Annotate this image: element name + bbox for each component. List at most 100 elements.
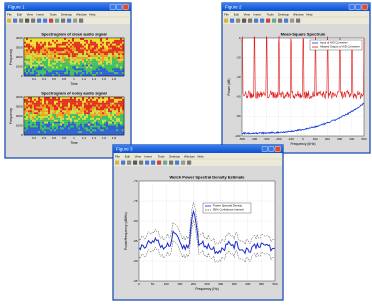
spectrogram-cell [52, 61, 54, 63]
spectrogram-cell [88, 99, 90, 101]
spectrogram-cell [116, 114, 118, 116]
toolbar-icon[interactable] [67, 19, 71, 23]
toolbar-icon[interactable] [169, 161, 173, 165]
menu-item[interactable]: View [27, 12, 34, 16]
window-button-max[interactable] [269, 146, 275, 152]
toolbar-icon[interactable] [127, 161, 131, 165]
menu-item[interactable]: Edit [125, 154, 130, 158]
spectrogram-cell [24, 48, 26, 50]
menu-item[interactable]: Desktop [61, 12, 72, 16]
toolbar-icon[interactable] [133, 161, 137, 165]
toolbar-icon[interactable] [278, 19, 282, 23]
spectrogram-cell [52, 99, 54, 101]
spectrogram-cell [48, 120, 50, 122]
spectrogram-cell [122, 65, 124, 67]
window-button-min[interactable] [262, 146, 268, 152]
window-button-close[interactable] [123, 4, 129, 10]
toolbar-icon[interactable] [151, 161, 155, 165]
toolbar-icon[interactable] [145, 161, 149, 165]
toolbar-icon[interactable] [157, 161, 161, 165]
menu-item[interactable]: Tools [267, 12, 275, 16]
toolbar-icon[interactable] [13, 19, 17, 23]
spectrogram-cell [86, 68, 88, 70]
toolbar-icon[interactable] [49, 19, 53, 23]
spectrogram-cell [94, 107, 96, 109]
spectrogram-cell [74, 97, 76, 99]
spectrogram-cell [92, 126, 94, 128]
window-button-min[interactable] [110, 4, 116, 10]
toolbar-icon[interactable] [43, 19, 47, 23]
menu-item[interactable]: Edit [234, 12, 239, 16]
spectrogram-cell [116, 49, 118, 51]
toolbar-icon[interactable] [224, 19, 228, 23]
spectrogram-cell [36, 97, 38, 99]
toolbar-icon[interactable] [61, 19, 65, 23]
spectrogram-cell [72, 57, 74, 59]
window-button-max[interactable] [117, 4, 123, 10]
menu-item[interactable]: Tools [158, 154, 166, 158]
toolbar-icon[interactable] [296, 19, 300, 23]
window-button-close[interactable] [275, 146, 281, 152]
toolbar-icon[interactable] [121, 161, 125, 165]
window-button-min[interactable] [349, 4, 355, 10]
spectrogram-cell [60, 103, 62, 105]
menu-item[interactable]: Desktop [169, 154, 180, 158]
spectrogram-cell [92, 116, 94, 118]
menu-item[interactable]: Help [89, 12, 96, 16]
spectrogram-cell [64, 42, 66, 44]
toolbar-icon[interactable] [31, 19, 35, 23]
spectrogram-cell [92, 55, 94, 57]
toolbar-icon[interactable] [175, 161, 179, 165]
menu-item[interactable]: Insert [253, 12, 261, 16]
toolbar-icon[interactable] [248, 19, 252, 23]
menu-item[interactable]: Window [76, 12, 88, 16]
x-tick-label: -200 [276, 137, 282, 141]
menu-item[interactable]: Edit [17, 12, 22, 16]
toolbar-icon[interactable] [37, 19, 41, 23]
menu-item[interactable]: Help [306, 12, 313, 16]
toolbar-icon[interactable] [236, 19, 240, 23]
toolbar-icon[interactable] [115, 161, 119, 165]
menu-item[interactable]: Desktop [278, 12, 289, 16]
window-button-close[interactable] [362, 4, 368, 10]
menu-item[interactable]: Tools [50, 12, 58, 16]
menu-item[interactable]: File [7, 12, 12, 16]
toolbar-icon[interactable] [187, 161, 191, 165]
spectrogram-cell [48, 72, 50, 74]
toolbar-icon[interactable] [242, 19, 246, 23]
menu-item[interactable]: Insert [36, 12, 44, 16]
toolbar-icon[interactable] [272, 19, 276, 23]
menu-item[interactable]: Insert [144, 154, 152, 158]
toolbar-icon[interactable] [284, 19, 288, 23]
toolbar-icon[interactable] [163, 161, 167, 165]
spectrogram-cell [40, 67, 42, 69]
toolbar-icon[interactable] [230, 19, 234, 23]
spectrogram-cell [72, 68, 74, 70]
menu-item[interactable]: File [224, 12, 229, 16]
menu-item[interactable]: View [244, 12, 251, 16]
window-button-max[interactable] [356, 4, 362, 10]
menu-item[interactable]: Window [293, 12, 305, 16]
toolbar-icon[interactable] [55, 19, 59, 23]
spectrogram-cell [68, 126, 70, 128]
menu-item[interactable]: File [115, 154, 120, 158]
menu-item[interactable]: View [135, 154, 142, 158]
menu-item[interactable]: Help [197, 154, 204, 158]
toolbar-icon[interactable] [19, 19, 23, 23]
spectrogram-cell [104, 55, 106, 57]
menu-item[interactable]: Window [184, 154, 196, 158]
toolbar-icon[interactable] [7, 19, 11, 23]
spectrogram-cell [104, 68, 106, 70]
legend-label: 95% Confidence Interval [213, 208, 244, 212]
toolbar-icon[interactable] [181, 161, 185, 165]
toolbar-icon[interactable] [266, 19, 270, 23]
toolbar-icon[interactable] [25, 19, 29, 23]
toolbar-icon[interactable] [79, 19, 83, 23]
spectrogram-cell [68, 44, 70, 46]
toolbar-icon[interactable] [290, 19, 294, 23]
spectrogram-cell [44, 110, 46, 112]
toolbar-icon[interactable] [139, 161, 143, 165]
toolbar-icon[interactable] [73, 19, 77, 23]
toolbar-icon[interactable] [254, 19, 258, 23]
toolbar-icon[interactable] [260, 19, 264, 23]
